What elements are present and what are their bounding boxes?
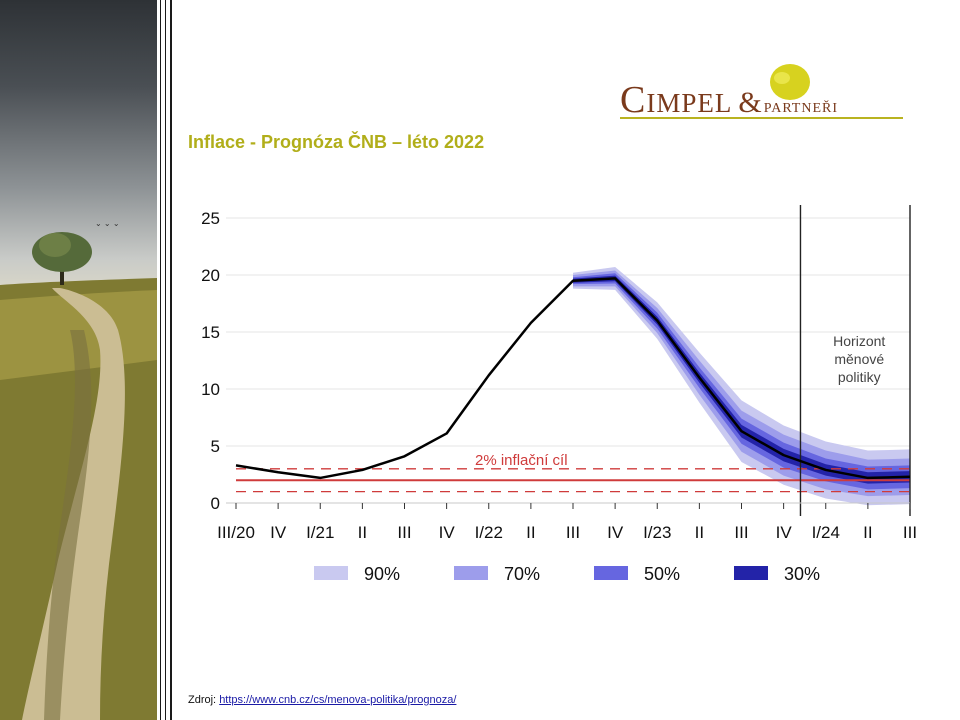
y-tick-label: 10 xyxy=(201,380,220,399)
x-tick-label: II xyxy=(358,523,367,542)
horizon-label-line: Horizont xyxy=(833,333,885,349)
logo-text: Cimpel & partneři xyxy=(620,78,838,122)
legend-label: 30% xyxy=(784,564,820,584)
y-tick-label: 5 xyxy=(211,437,220,456)
legend-swatch-90 xyxy=(314,566,348,580)
x-tick-label: II xyxy=(695,523,704,542)
svg-text:⌄ ⌄ ⌄: ⌄ ⌄ ⌄ xyxy=(95,219,120,228)
company-logo: Cimpel & partneři xyxy=(620,62,905,122)
x-tick-label: IV xyxy=(776,523,793,542)
y-tick-label: 15 xyxy=(201,323,220,342)
logo-main-word: Cimpel xyxy=(620,79,733,121)
x-tick-label: III xyxy=(903,523,917,542)
source-link[interactable]: https://www.cnb.cz/cs/menova-politika/pr… xyxy=(219,694,457,706)
y-axis: 0 5 10 15 20 25 xyxy=(201,209,220,513)
x-tick-label: III/20 xyxy=(217,523,255,542)
fan-bands xyxy=(573,267,910,506)
background-photo: ⌄ ⌄ ⌄ xyxy=(0,0,157,720)
logo-underline xyxy=(620,117,903,119)
x-tick-label: III xyxy=(734,523,748,542)
legend-label: 50% xyxy=(644,564,680,584)
legend-swatch-50 xyxy=(594,566,628,580)
inflation-line xyxy=(235,277,911,480)
fan-band-50 xyxy=(573,273,910,490)
decorative-stripes xyxy=(157,0,177,720)
slide-title: Inflace - Prognóza ČNB – léto 2022 xyxy=(188,132,485,152)
landscape-illustration: ⌄ ⌄ ⌄ xyxy=(0,219,157,720)
x-axis: III/20 IV I/21 II III IV I/22 II III IV I/23 II III I… xyxy=(217,502,917,542)
x-tick-label: IV xyxy=(270,523,287,542)
y-tick-label: 0 xyxy=(211,494,220,513)
x-tick-label: IV xyxy=(439,523,456,542)
legend-label: 90% xyxy=(364,564,400,584)
x-tick-label: III xyxy=(397,523,411,542)
target-label: 2% inflační cíl xyxy=(475,452,568,469)
logo-sub-word: partneři xyxy=(763,95,839,117)
horizon-label-line: měnové xyxy=(834,351,884,367)
x-tick-label: I/21 xyxy=(306,523,334,542)
legend-swatch-70 xyxy=(454,566,488,580)
x-tick-label: III xyxy=(566,523,580,542)
x-tick-label: I/22 xyxy=(475,523,503,542)
source-label: Zdroj: xyxy=(188,694,217,706)
x-tick-label: II xyxy=(526,523,535,542)
legend-swatch-30 xyxy=(734,566,768,580)
x-tick-label: I/24 xyxy=(812,523,840,542)
x-tick-label: IV xyxy=(607,523,624,542)
inflation-fan-chart: 2% inflační cíl Horizont měnové politiky 0… xyxy=(201,205,917,584)
horizon-label-line: politiky xyxy=(838,369,881,385)
y-tick-label: 25 xyxy=(201,209,220,228)
inflation-target: 2% inflační cíl xyxy=(236,452,910,493)
logo-ampersand: & xyxy=(738,86,762,119)
policy-horizon: Horizont měnové politiky xyxy=(799,205,911,516)
source-note: Zdroj: https://www.cnb.cz/cs/menova-poli… xyxy=(188,694,456,706)
logo-tree-icon xyxy=(770,64,810,100)
y-tick-label: 20 xyxy=(201,266,220,285)
inflation-series-line xyxy=(235,277,911,480)
x-tick-label: II xyxy=(863,523,872,542)
legend-label: 70% xyxy=(504,564,540,584)
chart-legend: 90% 70% 50% 30% xyxy=(314,564,820,584)
x-tick-label: I/23 xyxy=(643,523,671,542)
